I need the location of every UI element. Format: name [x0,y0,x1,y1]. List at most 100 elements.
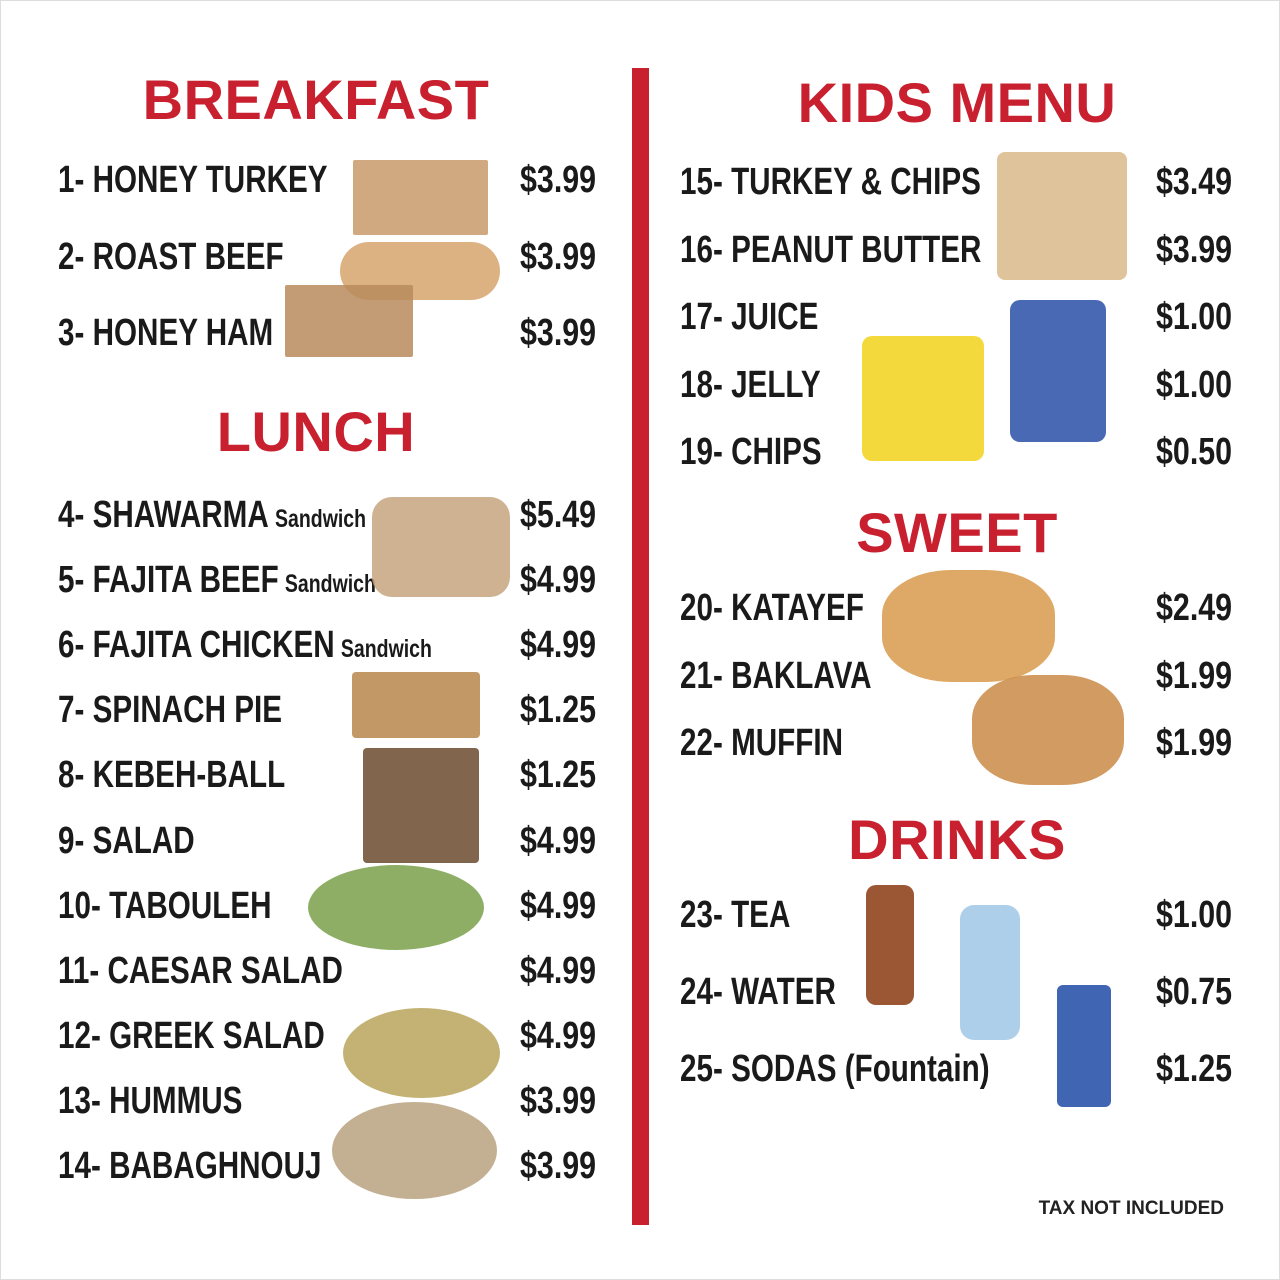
item-name-text: 24- WATER [680,971,836,1013]
item-name: 5- FAJITA BEEF Sandwich [58,555,376,609]
menu-item: 9- SALAD $4.99 [58,816,596,866]
shawarma-wrap-photo [372,497,510,597]
item-name-text: 19- CHIPS [680,431,822,473]
item-name-text: 9- SALAD [58,819,195,862]
item-name: 7- SPINACH PIE [58,685,282,735]
item-name: 19- CHIPS [680,427,822,477]
item-price: $4.99 [519,819,596,862]
menu-item: 10- TABOULEH $4.99 [58,881,596,931]
item-name-suffix: Sandwich [284,570,376,599]
item-price: $1.25 [519,689,596,732]
tax-note: TAX NOT INCLUDED [1038,1198,1224,1219]
menu-item: 6- FAJITA CHICKEN Sandwich $4.99 [58,620,596,670]
item-name-text: 5- FAJITA BEEF [58,559,279,602]
item-name-text: 4- SHAWARMA [58,494,269,536]
item-name-text: 3- HONEY HAM [58,312,274,354]
item-price: $1.00 [1155,894,1232,936]
katayef-photo [882,570,1055,682]
menu-item: 21- BAKLAVA $1.99 [680,651,1232,701]
item-name-text: 2- ROAST BEEF [58,235,284,278]
section-title-sweet: SWEET [856,501,1058,564]
item-name-text: 14- BABAGHNOUJ [58,1145,322,1187]
menu-item: 5- FAJITA BEEF Sandwich $4.99 [58,555,596,605]
item-name: 13- HUMMUS [58,1076,242,1126]
lays-chips-bag-photo [862,336,984,461]
menu-item: 3- HONEY HAM $3.99 [58,308,596,358]
item-price: $4.99 [519,949,596,992]
item-price: $4.99 [519,884,596,927]
item-name: 2- ROAST BEEF [58,232,284,282]
menu-item: 8- KEBEH-BALL $1.25 [58,750,596,800]
babaghnouj-photo [332,1102,497,1199]
item-price: $1.99 [1155,654,1232,697]
item-price: $3.99 [519,1079,596,1122]
menu-item: 19- CHIPS $0.50 [680,427,1232,477]
pepsi-cup-photo [1057,985,1111,1107]
item-name: 12- GREEK SALAD [58,1011,325,1061]
item-name: 14- BABAGHNOUJ [58,1141,322,1191]
menu-item: 16- PEANUT BUTTER $3.99 [680,225,1232,275]
item-price: $3.49 [1155,161,1232,203]
item-price: $1.99 [1155,722,1232,764]
section-title-drinks: DRINKS [848,808,1066,871]
menu-item: 12- GREEK SALAD $4.99 [58,1011,596,1061]
menu-item: 20- KATAYEF $2.49 [680,583,1232,633]
item-name: 8- KEBEH-BALL [58,750,285,800]
item-name-text: 16- PEANUT BUTTER [680,228,982,271]
menu-item: 25- SODAS (Fountain) $1.25 [680,1044,1232,1094]
menu-item: 1- HONEY TURKEY $3.99 [58,155,596,205]
tea-bottle-photo [866,885,914,1005]
item-name: 1- HONEY TURKEY [58,155,328,205]
item-price: $3.99 [1155,228,1232,271]
item-price: $4.99 [519,559,596,602]
kebeh-ball-photo [363,748,479,863]
peanut-butter-sandwich-photo [997,152,1127,280]
item-name-text: 20- KATAYEF [680,587,864,629]
item-name: 15- TURKEY & CHIPS [680,157,981,207]
item-name-text: 15- TURKEY & CHIPS [680,161,981,203]
item-price: $1.00 [1155,296,1232,338]
item-name: 18- JELLY [680,360,821,410]
item-name: 17- JUICE [680,292,818,342]
item-name: 21- BAKLAVA [680,651,872,701]
menu-item: 17- JUICE $1.00 [680,292,1232,342]
item-price: $3.99 [519,312,596,354]
item-name-text: 22- MUFFIN [680,722,844,764]
column-divider [632,68,649,1225]
item-name: 11- CAESAR SALAD [58,946,343,996]
hummus-photo [343,1008,500,1098]
menu-item: 14- BABAGHNOUJ $3.99 [58,1141,596,1191]
item-price: $3.99 [519,1145,596,1187]
tabouleh-photo [308,865,484,950]
item-price: $1.25 [519,754,596,797]
item-price: $3.99 [519,159,596,201]
menu-item: 24- WATER $0.75 [680,967,1232,1017]
item-name-text: 23- TEA [680,894,791,936]
ruffles-chips-bag-photo [1010,300,1106,442]
item-price: $1.25 [1155,1048,1232,1090]
section-title-kids-menu: KIDS MENU [797,71,1117,134]
menu-item: 4- SHAWARMA Sandwich $5.49 [58,490,596,540]
item-name: 9- SALAD [58,816,195,866]
menu-item: 23- TEA $1.00 [680,890,1232,940]
item-name-text: 25- SODAS (Fountain) [680,1048,990,1090]
item-name: 20- KATAYEF [680,583,864,633]
item-name-text: 10- TABOULEH [58,884,272,927]
item-price: $5.49 [519,494,596,536]
water-bottle-photo [960,905,1020,1040]
item-name-text: 1- HONEY TURKEY [58,159,328,201]
item-name: 24- WATER [680,967,836,1017]
item-name-text: 21- BAKLAVA [680,654,872,697]
menu-item: 7- SPINACH PIE $1.25 [58,685,596,735]
item-name-text: 13- HUMMUS [58,1079,243,1122]
item-name: 4- SHAWARMA Sandwich [58,490,366,544]
menu-item: 2- ROAST BEEF $3.99 [58,232,596,282]
spinach-pie-photo [352,672,480,738]
turkey-sandwich-photo [353,160,488,235]
menu-item: 11- CAESAR SALAD $4.99 [58,946,596,996]
menu-item: 13- HUMMUS $3.99 [58,1076,596,1126]
muffin-photo [972,675,1124,785]
item-name: 23- TEA [680,890,790,940]
item-price: $4.99 [519,624,596,667]
item-name-suffix: Sandwich [275,505,367,533]
